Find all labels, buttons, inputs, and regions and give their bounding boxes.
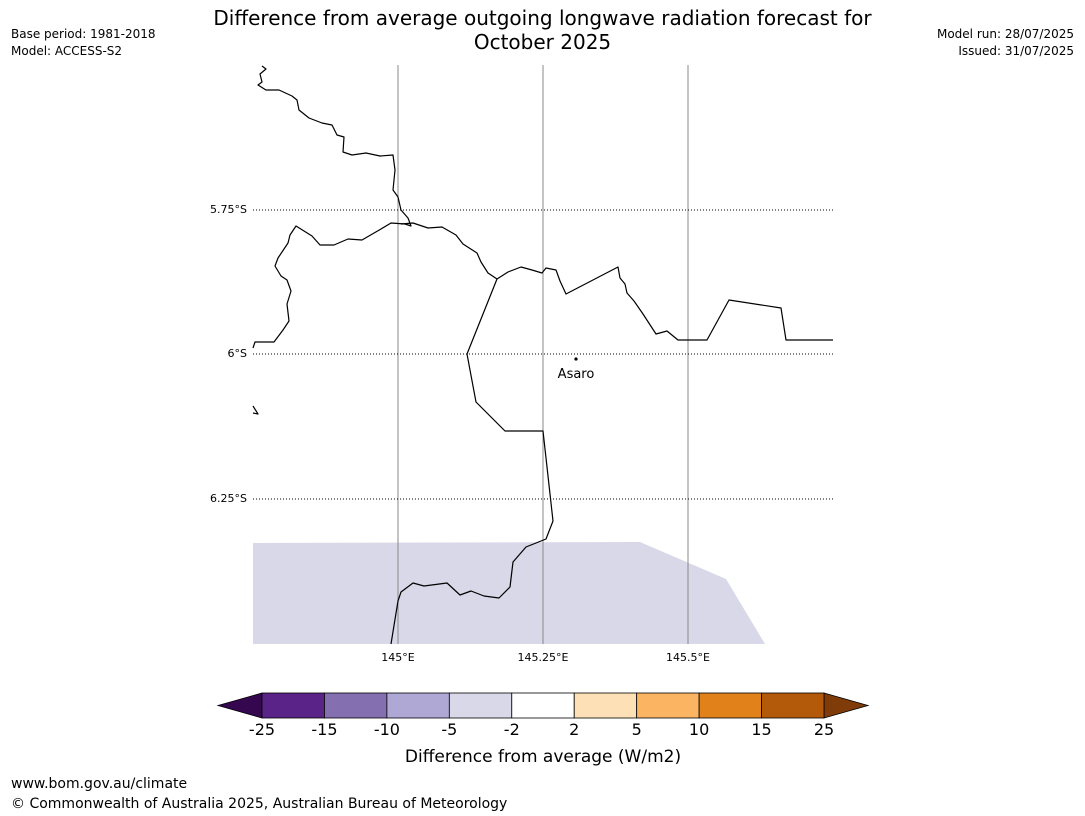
colorbar-segment xyxy=(573,692,638,719)
colorbar: -25 -15 -10 -5 -2 2 5 10 15 25 xyxy=(216,692,870,739)
province-boundaries xyxy=(252,65,833,645)
map-title: Difference from average outgoing longwav… xyxy=(0,6,1085,54)
colorbar-segment xyxy=(761,692,825,719)
colorbar-segment xyxy=(386,692,450,719)
model-run: Model run: 28/07/2025 xyxy=(936,27,1074,41)
boundary-west-south xyxy=(390,278,554,645)
colorbar-tick-label: 25 xyxy=(814,720,834,739)
place-label: Asaro xyxy=(558,367,595,382)
meta-right: Model run: 28/07/2025 Issued: 31/07/2025 xyxy=(937,26,1074,60)
colorbar-segment xyxy=(324,692,388,719)
issued-date: Issued: 31/07/2025 xyxy=(958,44,1074,58)
colorbar-low-extend xyxy=(216,692,263,719)
lat-label-6-25s: 6.25°S xyxy=(210,492,247,505)
colorbar-tick-label: -2 xyxy=(504,720,520,739)
colorbar-segment xyxy=(261,692,325,719)
boundary-central xyxy=(400,222,833,341)
colorbar-segment xyxy=(511,692,575,719)
colorbar-tick-label: 5 xyxy=(632,720,642,739)
colorbar-tick-label: -25 xyxy=(249,720,275,739)
colorbar-segment xyxy=(448,692,513,719)
colorbar-title: Difference from average (W/m2) xyxy=(405,747,681,767)
colorbar-tick-label: 2 xyxy=(569,720,579,739)
colorbar-tick-label: -10 xyxy=(374,720,400,739)
colorbar-tick-label: 15 xyxy=(751,720,771,739)
footer-copyright: © Commonwealth of Australia 2025, Austra… xyxy=(11,796,508,812)
title-line-1: Difference from average outgoing longwav… xyxy=(213,6,872,30)
place-marker xyxy=(574,357,578,361)
colorbar-segment xyxy=(698,692,762,719)
lon-label-145-5e: 145.5°E xyxy=(666,651,710,664)
lat-label-5-75s: 5.75°S xyxy=(210,203,247,216)
lat-label-6s: 6°S xyxy=(228,347,247,360)
colorbar-tick-label: -15 xyxy=(311,720,337,739)
model-name: Model: ACCESS-S2 xyxy=(11,44,123,58)
lon-label-145-25e: 145.25°E xyxy=(518,651,569,664)
boundary-north xyxy=(252,65,412,349)
meta-left: Base period: 1981-2018 Model: ACCESS-S2 xyxy=(11,26,156,60)
lon-label-145e: 145°E xyxy=(381,651,414,664)
colorbar-tick-label: -5 xyxy=(441,720,457,739)
title-line-2: October 2025 xyxy=(473,30,612,54)
base-period: Base period: 1981-2018 xyxy=(11,27,156,41)
colorbar-high-extend xyxy=(823,692,870,719)
colorbar-tick-label: 10 xyxy=(689,720,709,739)
boundary-fragment xyxy=(252,405,259,415)
colorbar-segment xyxy=(636,692,700,719)
anomaly-region xyxy=(253,542,765,644)
footer-url: www.bom.gov.au/climate xyxy=(11,776,188,792)
colorbar-tick-labels: -25 -15 -10 -5 -2 2 5 10 15 25 xyxy=(249,720,834,739)
latitude-gridlines xyxy=(253,209,833,500)
colorbar-segments xyxy=(261,692,825,719)
